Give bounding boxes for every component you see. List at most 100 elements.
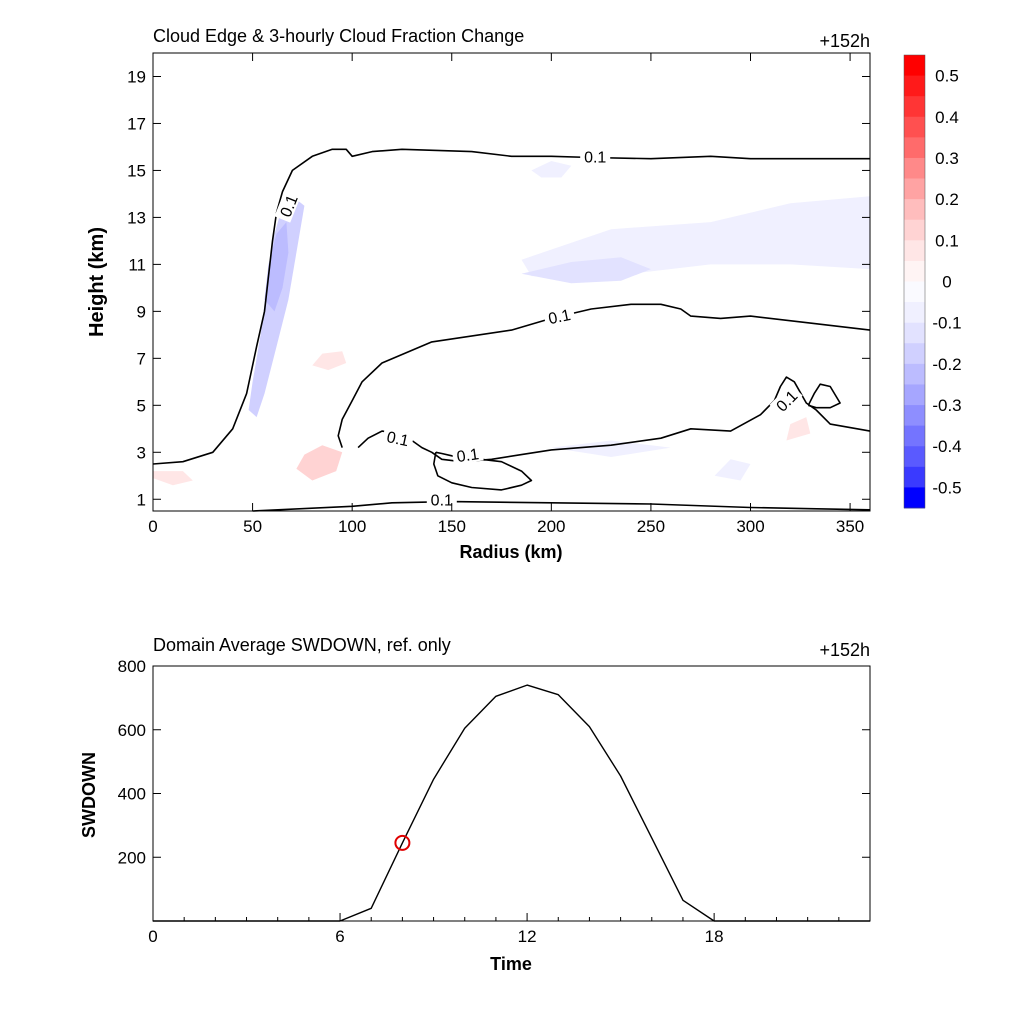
colorbar-frame [903, 54, 926, 509]
contour-label-bg [381, 426, 415, 450]
colorbar-cell [904, 260, 925, 282]
line-plot-frame [152, 665, 871, 922]
contour-label-bg [542, 304, 576, 328]
contour-plot-ylabel: Height (km) [86, 227, 108, 337]
x-tick-label: 300 [736, 517, 764, 536]
contour-label: 0.1 [385, 429, 410, 450]
change-region-right-positive [786, 417, 811, 441]
y-tick-label: 3 [137, 443, 146, 462]
x-tick-label: 200 [537, 517, 565, 536]
contour-plot-background [153, 53, 870, 511]
x-tick-label: 250 [637, 517, 665, 536]
colorbar-cell [904, 137, 925, 159]
y-tick-label: 400 [118, 785, 146, 804]
x-axis-ticks: 0 50 100 150 200 250 300 350 [148, 53, 864, 536]
y-tick-label: 800 [118, 657, 146, 676]
colorbar-cell [904, 384, 925, 406]
colorbar-cell [904, 281, 925, 303]
colorbar-label: 0.3 [935, 149, 959, 168]
colorbar-cell [904, 75, 925, 97]
contour-label-bg [274, 188, 302, 223]
colorbar-label: 0.1 [935, 231, 959, 250]
x-tick-label: 50 [243, 517, 262, 536]
y-tick-label: 1 [137, 490, 146, 509]
contour-label-group: 0.1 [451, 443, 484, 466]
change-regions [153, 161, 870, 486]
colorbar-cell [904, 487, 925, 509]
colorbar-cell [904, 240, 925, 262]
colorbar-cells [904, 55, 925, 509]
colorbar-cell [904, 466, 925, 488]
y-tick-label: 600 [118, 721, 146, 740]
x-tick-label: 350 [836, 517, 864, 536]
change-region-eyewall-core [264, 222, 289, 312]
x-tick-label: 150 [438, 517, 466, 536]
contour-plot-title: Cloud Edge & 3-hourly Cloud Fraction Cha… [153, 26, 524, 46]
swdown-series [153, 684, 870, 922]
y-tick-label: 13 [127, 208, 146, 227]
contour-label: 0.1 [584, 149, 606, 166]
colorbar-label: -0.1 [932, 314, 961, 333]
contour-label-group: 0.1 [542, 304, 576, 328]
y-tick-label: 19 [127, 67, 146, 86]
colorbar-cell [904, 322, 925, 344]
y-tick-label: 11 [128, 255, 146, 274]
colorbar-cell [904, 446, 925, 468]
contour-label-bg [426, 490, 457, 508]
contour-label-bg [451, 443, 484, 465]
colorbar-cell [904, 302, 925, 324]
colorbar: 0.5 0.4 0.3 0.2 0.1 0 -0.1 -0.2 -0.3 -0.4 -0.5 [903, 54, 962, 509]
colorbar-label: -0.4 [932, 437, 961, 456]
colorbar-label: -0.3 [932, 396, 961, 415]
y-axis-ticks: 200 400 600 800 [118, 657, 870, 867]
change-region-upper-right-broad [521, 196, 870, 277]
line-plot-time-label: +152h [819, 640, 870, 660]
contour-plot-frame [152, 52, 871, 512]
y-tick-label: 15 [127, 161, 146, 180]
colorbar-cell [904, 55, 925, 76]
colorbar-cell [904, 199, 925, 221]
x-tick-label: 0 [148, 517, 157, 536]
change-region-upper-patch [531, 161, 572, 178]
colorbar-label: -0.2 [932, 355, 961, 374]
change-region-low-right-negative [714, 459, 751, 481]
contour-surface-layer [252, 500, 871, 512]
x-tick-label: 12 [518, 927, 537, 946]
colorbar-cell [904, 157, 925, 179]
swdown-line [153, 684, 870, 922]
colorbar-cell [904, 219, 925, 241]
contour-label-group: 0.1 [381, 426, 415, 450]
colorbar-label: 0 [942, 273, 951, 292]
contour-label-bg [769, 383, 803, 417]
colorbar-label: -0.5 [932, 478, 961, 497]
x-tick-label: 6 [335, 927, 344, 946]
colorbar-labels: 0.5 0.4 0.3 0.2 0.1 0 -0.1 -0.2 -0.3 -0.4 -0.5 [932, 67, 961, 498]
contour-label-group: 0.1 [580, 147, 611, 166]
line-plot-title: Domain Average SWDOWN, ref. only [153, 635, 451, 655]
contour-label: 0.1 [547, 307, 572, 328]
colorbar-label: 0.5 [935, 67, 959, 86]
change-region-mid-band-negative [521, 257, 651, 284]
change-region-lower-negative [551, 440, 671, 457]
contour-mid-level-base [357, 376, 871, 463]
contour-plot-xlabel: Radius (km) [459, 542, 562, 562]
colorbar-cell [904, 96, 925, 118]
current-time-marker [394, 834, 411, 851]
colorbar-cell [904, 363, 925, 385]
colorbar-cell [904, 178, 925, 200]
contour-label-bg [580, 147, 611, 165]
y-tick-label: 17 [127, 114, 146, 133]
colorbar-cell [904, 343, 925, 365]
colorbar-label: 0.4 [935, 108, 959, 127]
contour-label-group: 0.1 [426, 490, 457, 509]
change-region-eyewall-negative [248, 196, 305, 418]
contour-plot-time-label: +152h [819, 31, 870, 51]
cloud-fraction-panel: 0.10.10.10.10.10.10.1 0 50 100 150 200 250 300… [86, 26, 871, 562]
y-tick-label: 200 [118, 848, 146, 867]
contour-label: 0.1 [456, 446, 480, 466]
swdown-panel: 0 6 12 18 200 400 600 800 Domain Average SWDOW… [79, 635, 871, 974]
colorbar-label: 0.2 [935, 190, 959, 209]
change-region-left-surface-positive [153, 471, 193, 486]
